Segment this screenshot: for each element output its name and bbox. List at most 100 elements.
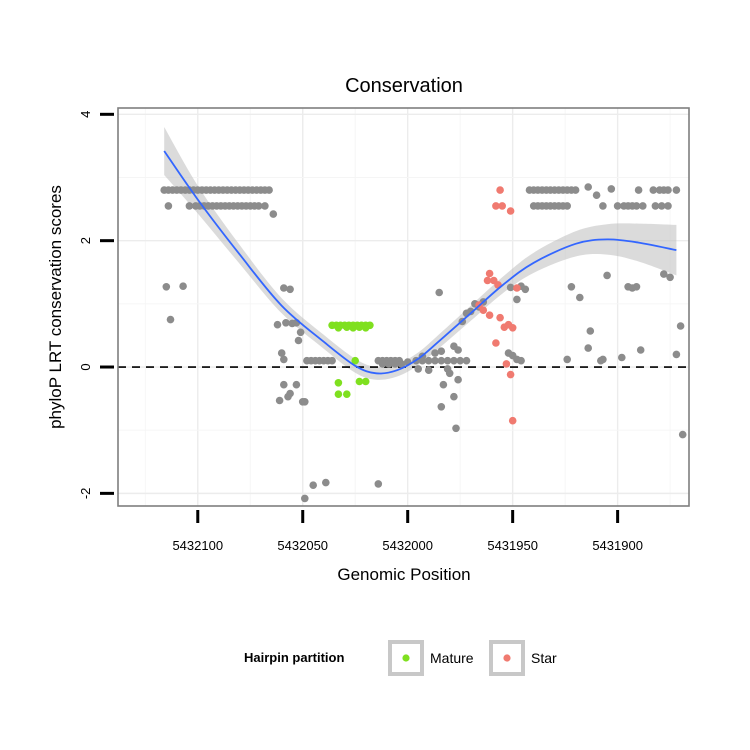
point-other bbox=[164, 202, 173, 210]
point-other bbox=[664, 186, 672, 194]
point-other bbox=[563, 202, 571, 210]
point-other bbox=[261, 202, 269, 210]
point-other bbox=[280, 284, 288, 292]
legend-entry-mature: Mature bbox=[388, 640, 474, 676]
data-points bbox=[160, 183, 687, 503]
point-other bbox=[301, 494, 309, 503]
point-other bbox=[301, 398, 309, 406]
point-mature bbox=[361, 377, 370, 386]
point-mature bbox=[355, 323, 364, 332]
point-other bbox=[443, 356, 452, 365]
point-other bbox=[328, 356, 336, 365]
point-other bbox=[517, 356, 525, 365]
point-other bbox=[374, 480, 383, 488]
point-other bbox=[286, 285, 294, 294]
point-other bbox=[275, 396, 284, 405]
point-other bbox=[456, 356, 465, 365]
point-other bbox=[277, 349, 286, 357]
point-other bbox=[576, 293, 584, 302]
point-other bbox=[678, 430, 687, 439]
point-other bbox=[586, 327, 595, 335]
point-other bbox=[322, 478, 330, 487]
point-other bbox=[378, 360, 387, 368]
legend-entry-star: Star bbox=[489, 640, 557, 676]
point-star bbox=[508, 416, 517, 425]
point-other bbox=[437, 347, 446, 356]
point-other bbox=[294, 336, 303, 345]
point-other bbox=[603, 271, 611, 280]
y-axis-title: phyloP LRT conservation scores bbox=[46, 185, 65, 429]
point-other bbox=[607, 185, 616, 193]
plot-panel-border bbox=[117, 107, 690, 507]
point-star bbox=[496, 186, 504, 194]
point-other bbox=[657, 202, 666, 210]
point-other bbox=[567, 283, 576, 291]
point-other bbox=[397, 360, 406, 368]
point-mature bbox=[355, 377, 364, 386]
point-other bbox=[613, 202, 622, 210]
point-other bbox=[431, 356, 439, 365]
x-tick-label: 5432000 bbox=[382, 538, 433, 553]
point-mature bbox=[361, 324, 370, 332]
point-other bbox=[265, 186, 273, 194]
legend-title: Hairpin partition bbox=[244, 650, 344, 665]
point-other bbox=[599, 202, 607, 210]
point-other bbox=[431, 349, 439, 357]
y-tick-label: 2 bbox=[78, 237, 93, 244]
point-other bbox=[651, 202, 660, 210]
point-other bbox=[618, 353, 626, 362]
point-star bbox=[483, 276, 492, 285]
point-other bbox=[280, 355, 288, 364]
point-other bbox=[632, 202, 641, 210]
point-other bbox=[634, 186, 643, 194]
point-other bbox=[282, 319, 290, 327]
point-other bbox=[280, 380, 288, 389]
point-star bbox=[506, 207, 515, 215]
point-other bbox=[296, 328, 305, 337]
point-other bbox=[292, 380, 301, 389]
point-other bbox=[592, 191, 601, 199]
point-star bbox=[485, 311, 494, 320]
point-other bbox=[179, 282, 187, 291]
point-other bbox=[254, 202, 263, 210]
point-other bbox=[437, 403, 446, 411]
point-other bbox=[506, 283, 515, 292]
point-star bbox=[479, 306, 488, 315]
point-other bbox=[584, 183, 592, 191]
point-other bbox=[445, 369, 454, 378]
point-mature bbox=[343, 323, 351, 332]
point-other bbox=[166, 315, 175, 324]
y-tick-label: 0 bbox=[78, 363, 93, 370]
point-other bbox=[284, 392, 292, 401]
point-other bbox=[664, 202, 672, 210]
x-axis-title: Genomic Position bbox=[337, 565, 470, 584]
point-other bbox=[391, 360, 399, 368]
point-other bbox=[454, 346, 462, 354]
point-other bbox=[414, 365, 423, 373]
chart-title: Conservation bbox=[345, 75, 463, 97]
point-other bbox=[660, 270, 668, 278]
point-other bbox=[462, 356, 471, 365]
point-other bbox=[676, 322, 685, 330]
legend: Hairpin partition Mature Star bbox=[244, 640, 557, 676]
x-tick-label: 5431900 bbox=[592, 538, 643, 553]
x-axis: 5432100 5432050 5432000 5431950 5431900 bbox=[172, 510, 643, 553]
point-other bbox=[563, 355, 571, 364]
point-other bbox=[649, 186, 658, 194]
point-other bbox=[639, 202, 647, 210]
y-tick-label: 4 bbox=[78, 111, 93, 118]
point-other bbox=[632, 283, 641, 291]
point-other bbox=[599, 355, 607, 364]
point-mature bbox=[334, 324, 343, 332]
point-star bbox=[506, 370, 515, 379]
point-star bbox=[496, 313, 504, 322]
point-star bbox=[508, 324, 517, 332]
y-tick-label: -2 bbox=[78, 488, 93, 500]
point-mature bbox=[351, 356, 360, 365]
point-other bbox=[450, 392, 458, 401]
y-axis: -2 0 2 4 bbox=[78, 111, 114, 499]
point-other bbox=[452, 424, 460, 433]
point-other bbox=[385, 360, 393, 368]
point-other bbox=[435, 288, 444, 297]
point-other bbox=[513, 295, 521, 304]
